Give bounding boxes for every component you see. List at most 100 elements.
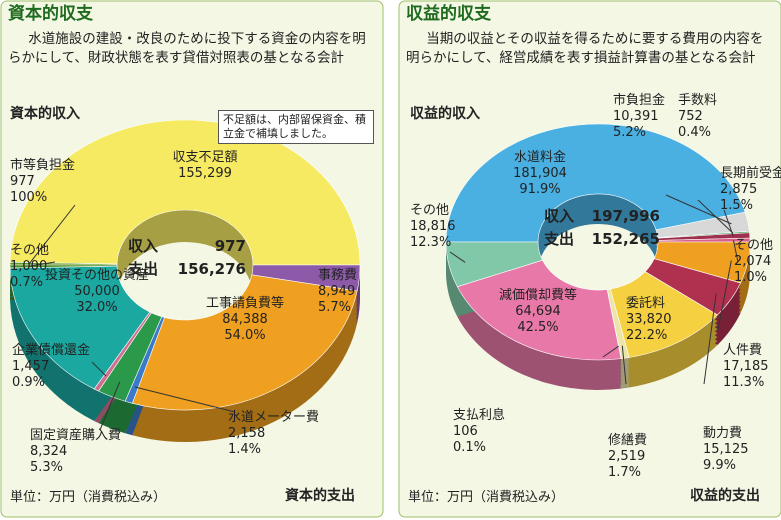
leader-line <box>732 240 739 263</box>
center-label: 支出 <box>544 231 574 247</box>
text-line: 工事請負費等 <box>205 296 285 311</box>
chart-title: 資本的収支 <box>8 6 93 23</box>
leader-line <box>29 261 56 267</box>
segment-label: 手数料 752 0.4% <box>678 93 717 141</box>
text-line: 長期前受金戻入 <box>720 166 781 181</box>
text-line: 単位：万円（消費税込み） <box>408 490 565 505</box>
text-line: 1.5% <box>720 198 754 213</box>
text-line: 152,265 <box>591 230 660 248</box>
text-line: 84,388 <box>222 312 268 327</box>
text-line: 支出 <box>128 260 159 278</box>
subtitle: 水道施設の建設・改良のために投下する資金の内容を明らかにして、財政状態を表す貸借… <box>8 30 376 68</box>
text-line: 54.0% <box>224 328 266 343</box>
leader-line <box>449 251 466 263</box>
text-line: 収支不足額 <box>172 150 238 165</box>
text-line: 1,000 <box>10 259 48 274</box>
text-line: 12.3% <box>410 235 452 250</box>
center-label: 収入 <box>544 208 574 224</box>
text-line: 資本的収入 <box>10 106 80 122</box>
text-line: 不足額は、内部留保資金、積立金で補填しました。 <box>223 113 366 140</box>
text-line: 動力費 <box>703 426 743 441</box>
text-line: 収入 <box>544 207 575 225</box>
segment <box>131 274 358 411</box>
segment <box>456 259 622 361</box>
text-line: 水道料金 <box>513 150 567 165</box>
text-line: 32.0% <box>76 300 118 315</box>
leader-line <box>91 361 107 377</box>
leader-line <box>717 260 732 331</box>
segment-label: 修繕費 2,519 1.7% <box>608 433 647 481</box>
text-line: 977 <box>214 237 246 255</box>
text-line: 155,299 <box>178 166 232 181</box>
segment-label: 投資その他の資産 50,000 32.0% <box>45 268 149 316</box>
text-line: 181,904 <box>513 166 567 181</box>
text-line: 100% <box>10 190 48 205</box>
series-name: 収益的支出 <box>690 488 760 504</box>
text-line: 22.2% <box>626 328 668 343</box>
text-line: 18,816 <box>410 219 456 234</box>
text-line: 固定資産購入費 <box>30 428 122 443</box>
text-line: 2,875 <box>720 182 758 197</box>
text-line: 市負担金 <box>613 93 666 108</box>
text-line: 9.9% <box>703 458 737 473</box>
panel <box>398 0 781 518</box>
segment-label: 市負担金 10,391 5.2% <box>613 93 665 141</box>
text-line: 資本的支出 <box>285 488 355 504</box>
text-line: 1.4% <box>228 442 262 457</box>
segment <box>9 265 151 390</box>
leader-line <box>697 199 734 234</box>
text-line: 2,158 <box>228 426 266 441</box>
text-line: 収益的支出 <box>690 488 760 504</box>
text-line: 減価償却費等 <box>498 288 578 303</box>
text-line: 15,125 <box>703 442 749 457</box>
center-value: 152,265 <box>592 231 660 247</box>
note: 不足額は、内部留保資金、積立金で補填しました。 <box>218 110 374 144</box>
text-line: 1.7% <box>608 465 642 480</box>
series-name: 収益的収入 <box>410 106 480 122</box>
chart-title: 収益的収支 <box>406 6 491 23</box>
text-line: 水道メーター費 <box>228 410 320 425</box>
text-line: 33,820 <box>626 312 672 327</box>
text-line: 1,457 <box>12 359 50 374</box>
center-value: 977 <box>215 238 246 254</box>
text-line: 0.1% <box>453 440 487 455</box>
segment-label: その他 1,000 0.7% <box>10 243 49 291</box>
segment-label: 固定資産購入費 8,324 5.3% <box>30 428 121 476</box>
segment-label: 動力費 15,125 9.9% <box>703 426 749 474</box>
segment-label: 人件費 17,185 11.3% <box>723 343 769 391</box>
text-line: 10,391 <box>613 109 659 124</box>
text-line: 人件費 <box>723 343 763 358</box>
text-line: その他 <box>410 203 450 218</box>
segment <box>445 241 543 288</box>
leader-line <box>99 381 121 431</box>
center-label: 収入 <box>128 238 158 254</box>
text-line: 752 <box>678 109 703 124</box>
text-line: その他 <box>734 238 774 253</box>
segment-label: 事務費 8,949 5.7% <box>318 268 357 316</box>
text-line: 64,694 <box>515 304 561 319</box>
unit: 単位：万円（消費税込み） <box>10 490 166 506</box>
text-line: 50,000 <box>74 284 120 299</box>
segment <box>9 264 118 269</box>
text-line: 修繕費 <box>608 433 648 448</box>
text-line: 977 <box>10 174 35 189</box>
text-line: 企業債償還金 <box>12 343 91 358</box>
text-line: 91.9% <box>519 182 561 197</box>
text-line: 当期の収益とその収益を得るために要する費用の内容を明らかにして、経営成績を表す損… <box>406 31 764 66</box>
subtitle: 当期の収益とその収益を得るために要する費用の内容を明らかにして、経営成績を表す損… <box>406 30 774 68</box>
center-value: 156,276 <box>178 261 246 277</box>
text-line: 5.7% <box>318 300 352 315</box>
text-line: 水道施設の建設・改良のために投下する資金の内容を明らかにして、財政状態を表す貸借… <box>8 31 366 66</box>
segment-label: 市等負担金 977 100% <box>10 158 75 206</box>
leader-line <box>602 345 619 358</box>
segment-label: 収支不足額 155,299 <box>172 150 237 182</box>
leader-line <box>134 386 236 413</box>
segment-label: その他 18,816 12.3% <box>410 203 456 251</box>
text-line: 42.5% <box>517 320 559 335</box>
leader-line <box>28 204 76 265</box>
segment <box>9 119 361 266</box>
segment-label: 水道メーター費 2,158 1.4% <box>228 410 319 458</box>
